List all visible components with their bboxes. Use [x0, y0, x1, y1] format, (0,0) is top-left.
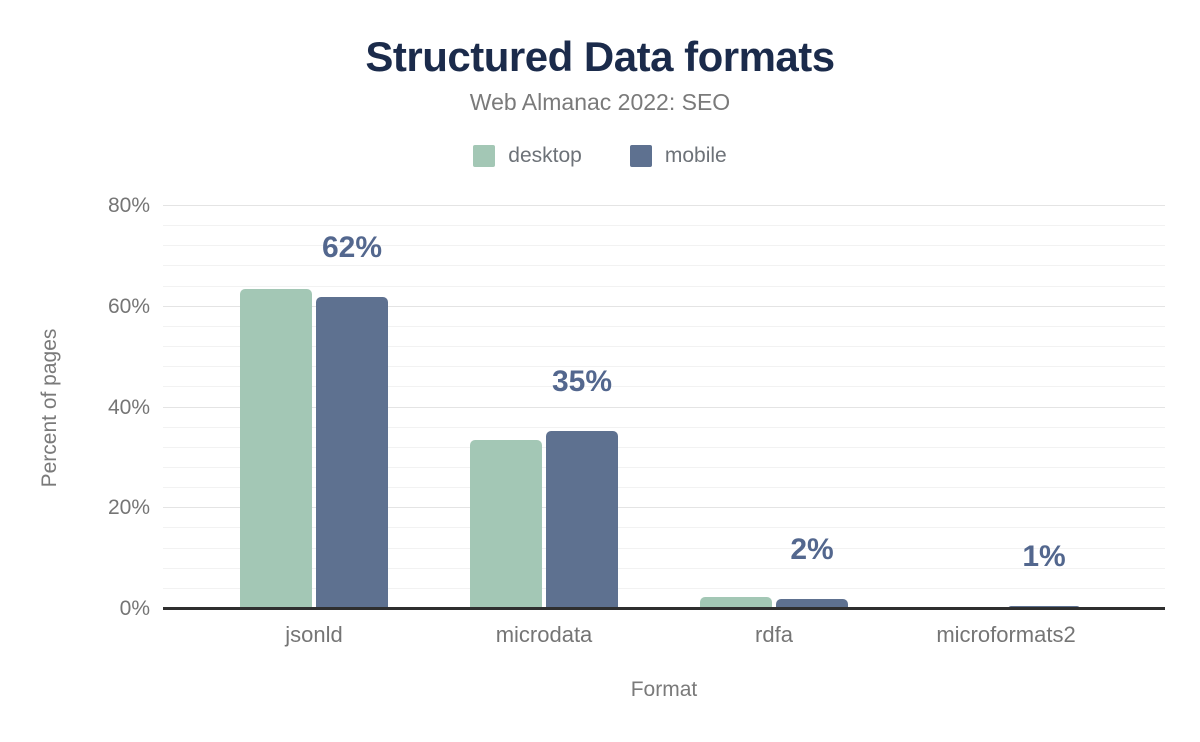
chart-title: Structured Data formats [365, 33, 835, 80]
minor-gridline-8 [163, 567, 1165, 569]
bar-mobile-jsonld [316, 297, 388, 609]
minor-gridline-68 [163, 265, 1165, 267]
bar-desktop-jsonld [240, 288, 312, 609]
minor-gridline-64 [163, 285, 1165, 287]
minor-gridline-4 [163, 587, 1165, 589]
bar-desktop-rdfa [700, 597, 772, 609]
legend-item-mobile: mobile [629, 144, 727, 168]
chart-subtitle: Web Almanac 2022: SEO [469, 89, 731, 115]
bar-mobile-rdfa [776, 599, 848, 609]
minor-gridline-12 [163, 547, 1165, 549]
bar-group-microdata: 35% [470, 206, 618, 609]
minor-gridline-52 [163, 346, 1165, 348]
y-tick-label-40: 40% [107, 395, 150, 419]
minor-gridline-28 [163, 466, 1165, 468]
minor-gridline-16 [163, 527, 1165, 529]
bar-desktop-microdata [470, 440, 542, 609]
plot-area: 0% 20% 40% 60% 80% jsonld 62% microdata 35% rdfa 2… [108, 194, 1165, 647]
x-tick-label-rdfa: rdfa [755, 622, 793, 647]
legend-item-desktop: desktop [473, 144, 582, 168]
major-gridline-60 [163, 305, 1165, 307]
bar-group-microformats2: 1% [932, 206, 1080, 609]
major-gridline-40 [163, 406, 1165, 408]
bar-mobile-microdata [546, 431, 618, 609]
minor-gridline-24 [163, 487, 1165, 489]
x-tick-label-microdata: microdata [495, 622, 593, 647]
legend-swatch-desktop [473, 145, 496, 167]
legend-label: mobile [664, 144, 727, 167]
bar-group-jsonld: 62% [240, 206, 388, 609]
bar-value-label-microdata: 35% [551, 365, 613, 399]
legend-label: desktop [508, 144, 582, 167]
x-axis-line [163, 607, 1165, 610]
minor-gridline-56 [163, 325, 1165, 327]
bar-group-rdfa: 2% [700, 206, 848, 609]
minor-gridline-32 [163, 446, 1165, 448]
x-axis-title: Format [630, 678, 698, 701]
x-tick-label-jsonld: jsonld [285, 622, 343, 647]
bar-value-label-rdfa: 2% [790, 533, 834, 567]
bar-value-label-jsonld: 62% [321, 231, 383, 265]
y-tick-label-0: 0% [119, 597, 150, 620]
minor-gridline-44 [163, 386, 1165, 388]
major-gridline-20 [163, 507, 1165, 509]
y-tick-label-20: 20% [107, 496, 150, 520]
y-tick-label-60: 60% [107, 294, 150, 318]
bar-value-label-microformats2: 1% [1022, 539, 1066, 573]
x-tick-label-microformats2: microformats2 [936, 622, 1076, 647]
minor-gridline-48 [163, 366, 1165, 368]
legend: desktop mobile [0, 144, 1200, 168]
minor-gridline-72 [163, 245, 1165, 247]
minor-gridline-36 [163, 426, 1165, 428]
y-tick-label-80: 80% [107, 194, 150, 217]
minor-gridline-76 [163, 225, 1165, 227]
legend-swatch-mobile [629, 145, 652, 167]
major-gridline-80 [163, 205, 1165, 206]
